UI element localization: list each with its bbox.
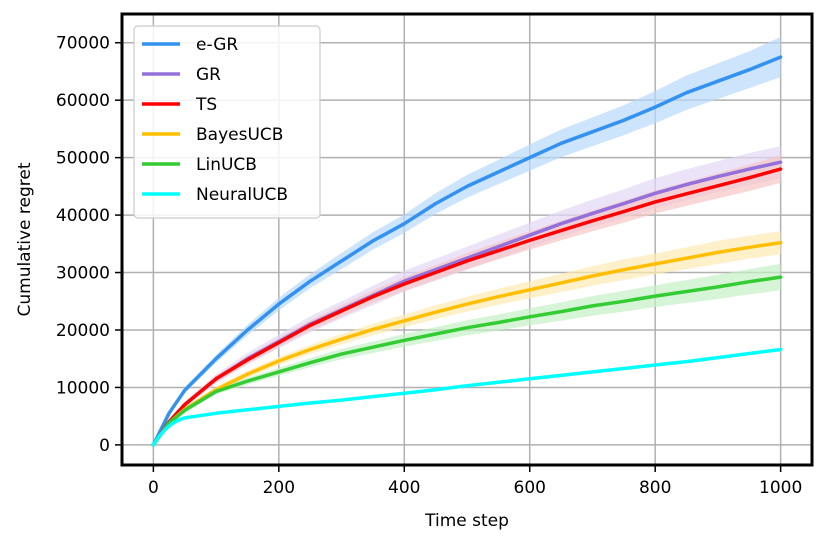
e-gr-line xyxy=(151,55,783,447)
ts-line xyxy=(151,167,783,447)
ts-legend-label: TS xyxy=(195,95,217,115)
bayesucb-legend-label: BayesUCB xyxy=(196,125,283,145)
x-tick-label: 1000 xyxy=(759,478,802,498)
y-axis-label: Cumulative regret xyxy=(15,162,35,316)
y-tick-label: 50000 xyxy=(56,149,110,169)
x-tick-label: 600 xyxy=(514,478,546,498)
plot-frame xyxy=(120,12,814,467)
legend: e-GR GR TS BayesUCB LinUCB NeuralUCB xyxy=(133,25,321,219)
x-tick-label: 800 xyxy=(639,478,671,498)
x-tick-label: 0 xyxy=(148,478,159,498)
e-gr-band xyxy=(153,37,781,445)
x-axis-label: Time step xyxy=(424,511,509,531)
linucb-legend-label: LinUCB xyxy=(196,155,257,175)
gr-legend-label: GR xyxy=(196,65,221,85)
legend-box xyxy=(133,25,321,219)
y-tick-label: 40000 xyxy=(56,206,110,226)
series-lines xyxy=(151,55,783,447)
neuralucb-line xyxy=(151,347,783,447)
y-tick-label: 30000 xyxy=(56,264,110,284)
axis-ticks: 0 200 400 600 800 100001000020000300004000050… xyxy=(56,34,802,498)
linucb-band xyxy=(153,263,781,445)
y-tick-label: 20000 xyxy=(56,321,110,341)
bayesucb-line xyxy=(151,240,783,447)
neuralucb-legend-label: NeuralUCB xyxy=(196,185,288,205)
linucb-line xyxy=(151,275,783,447)
y-tick-label: 10000 xyxy=(56,378,110,398)
y-tick-label: 0 xyxy=(99,436,110,456)
e-gr-legend-label: e-GR xyxy=(196,35,238,55)
x-tick-label: 200 xyxy=(263,478,295,498)
y-tick-label: 60000 xyxy=(56,91,110,111)
y-tick-label: 70000 xyxy=(56,34,110,54)
x-tick-label: 400 xyxy=(388,478,420,498)
